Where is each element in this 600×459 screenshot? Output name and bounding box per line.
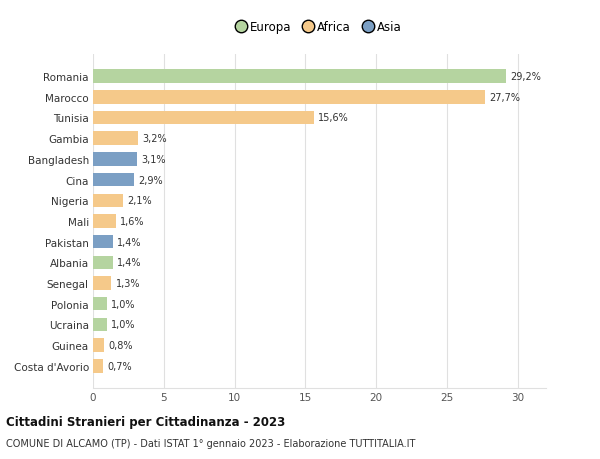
Text: 15,6%: 15,6% [318, 113, 349, 123]
Text: 1,4%: 1,4% [117, 258, 142, 268]
Text: 1,6%: 1,6% [120, 217, 145, 226]
Text: 3,1%: 3,1% [141, 155, 166, 164]
Text: 3,2%: 3,2% [143, 134, 167, 144]
Bar [93, 256, 113, 269]
Bar [93, 359, 103, 373]
Text: COMUNE DI ALCAMO (TP) - Dati ISTAT 1° gennaio 2023 - Elaborazione TUTTITALIA.IT: COMUNE DI ALCAMO (TP) - Dati ISTAT 1° ge… [6, 438, 415, 448]
Bar [93, 132, 139, 146]
Text: 1,0%: 1,0% [112, 299, 136, 309]
Text: 0,7%: 0,7% [107, 361, 132, 371]
Bar [93, 277, 112, 290]
Text: 0,8%: 0,8% [109, 341, 133, 350]
Text: 1,4%: 1,4% [117, 237, 142, 247]
Bar [93, 112, 314, 125]
Bar [93, 318, 107, 331]
Text: Cittadini Stranieri per Cittadinanza - 2023: Cittadini Stranieri per Cittadinanza - 2… [6, 415, 285, 428]
Text: 27,7%: 27,7% [490, 93, 520, 102]
Text: 29,2%: 29,2% [511, 72, 541, 82]
Text: 2,9%: 2,9% [139, 175, 163, 185]
Legend: Europa, Africa, Asia: Europa, Africa, Asia [234, 18, 405, 38]
Bar [93, 174, 134, 187]
Bar [93, 91, 485, 104]
Bar [93, 339, 104, 352]
Text: 1,0%: 1,0% [112, 320, 136, 330]
Text: 1,3%: 1,3% [116, 279, 140, 288]
Bar [93, 153, 137, 166]
Bar [93, 70, 506, 84]
Bar [93, 194, 123, 207]
Bar [93, 215, 116, 228]
Bar [93, 297, 107, 311]
Text: 2,1%: 2,1% [127, 196, 152, 206]
Bar [93, 235, 113, 249]
